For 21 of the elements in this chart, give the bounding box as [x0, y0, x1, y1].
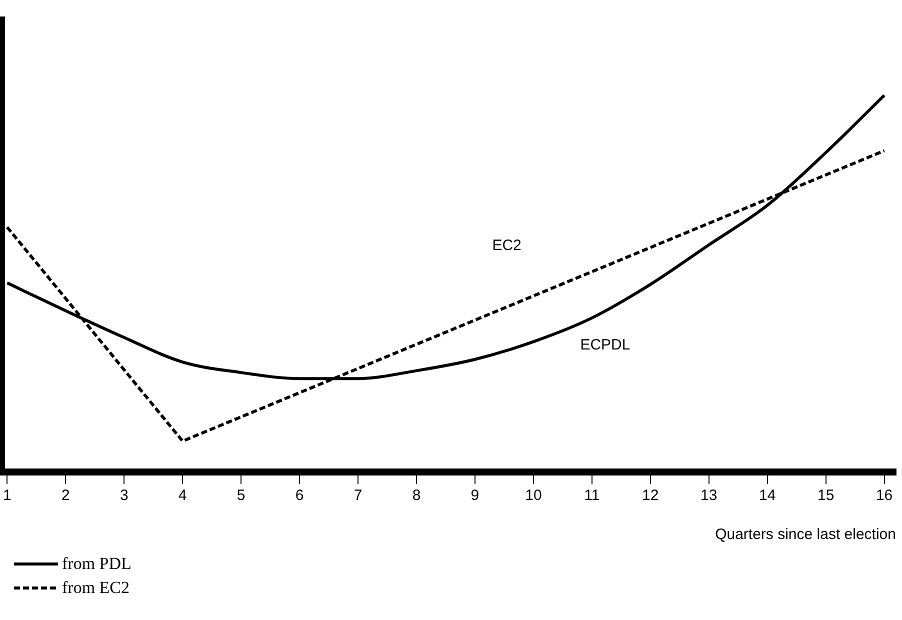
legend-label: from PDL — [62, 554, 132, 574]
x-tick-label: 16 — [876, 487, 893, 504]
x-tick-label: 13 — [700, 487, 718, 504]
x-tick-label: 11 — [584, 487, 600, 504]
x-axis-title: Quarters since last election — [715, 526, 896, 544]
x-tick-label: 10 — [525, 487, 542, 504]
x-tick-label: 5 — [236, 487, 246, 504]
x-tick-label: 9 — [470, 487, 480, 504]
legend-label: from EC2 — [62, 578, 130, 598]
annotation: ECPDL — [580, 336, 630, 354]
x-tick-label: 7 — [354, 487, 362, 504]
x-tick-label: 14 — [759, 487, 776, 504]
x-tick-label: 12 — [642, 487, 659, 504]
x-tick-label: 4 — [178, 487, 187, 504]
x-tick-label: 3 — [120, 487, 128, 504]
x-tick-label: 8 — [412, 487, 421, 504]
x-tick-label: 1 — [3, 487, 12, 504]
x-tick-label: 6 — [295, 487, 304, 504]
x-tick-label: 15 — [817, 487, 834, 504]
x-tick-label: 2 — [61, 487, 70, 504]
annotation: EC2 — [492, 237, 522, 254]
